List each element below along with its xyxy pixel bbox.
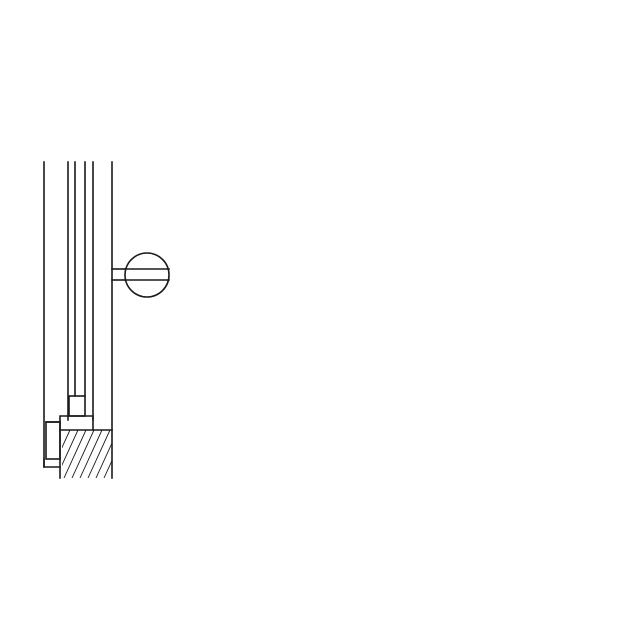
hatch-line-12 [136,430,158,478]
bead-block [68,395,86,417]
bead-step [59,415,94,431]
hatch-line-3 [63,430,87,478]
clamp-piece [43,421,61,468]
clamp-foot [43,458,61,468]
screw-head-circle [124,252,170,298]
hatch-line-7 [95,442,112,478]
hatch-line-6 [87,430,111,478]
glazing-bead [59,395,94,431]
hatch-line-4 [71,430,95,478]
hatch-line-5 [79,430,103,478]
slotted-screw-head-icon [111,252,170,298]
hatch-line-2 [62,430,79,466]
hatch-line-9 [111,476,112,478]
hatch-line-10 [120,430,142,478]
clamp-body [45,421,61,460]
hatch-line-8 [103,459,112,478]
hatched-section [59,429,158,479]
frame-profile [43,161,113,479]
hatch-lines [62,430,158,478]
hatch-line-11 [128,430,150,478]
hatch-line-1 [62,430,71,449]
